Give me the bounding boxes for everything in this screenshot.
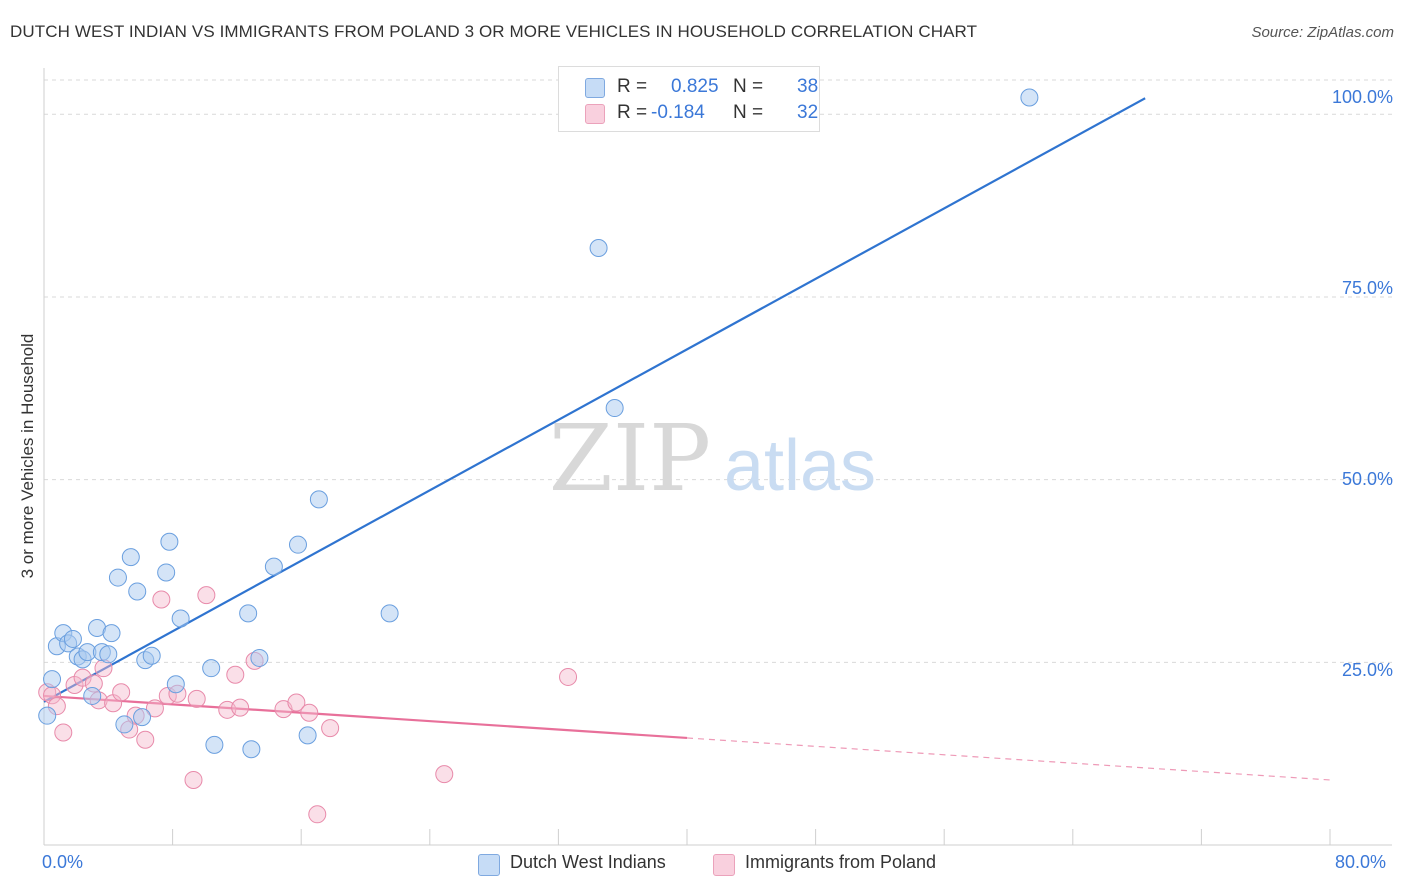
- data-point-dutch-west-indians: [121, 548, 140, 567]
- data-point-dutch-west-indians: [83, 686, 102, 705]
- legend-swatch-blue: [585, 78, 605, 98]
- data-point-dutch-west-indians: [133, 708, 152, 727]
- data-point-dutch-west-indians: [166, 675, 185, 694]
- data-point-immigrants-from-poland: [187, 689, 206, 708]
- watermark-atlas: atlas: [724, 426, 876, 506]
- data-point-immigrants-from-poland: [300, 703, 319, 722]
- data-point-dutch-west-indians: [38, 706, 57, 725]
- data-point-dutch-west-indians: [242, 740, 261, 759]
- data-point-immigrants-from-poland: [152, 590, 171, 609]
- series-dutch-west-indians: [38, 88, 1039, 759]
- data-point-dutch-west-indians: [160, 532, 179, 551]
- series-immigrants-from-poland: [38, 586, 578, 824]
- legend-swatch-pink: [585, 104, 605, 124]
- data-point-dutch-west-indians: [99, 645, 118, 664]
- data-point-immigrants-from-poland: [231, 698, 250, 717]
- source-credit: Source: ZipAtlas.com: [1251, 24, 1394, 41]
- legend-label: Immigrants from Poland: [745, 852, 937, 872]
- trend-line-immigrants-from-poland: [43, 694, 688, 740]
- chart-title: DUTCH WEST INDIAN VS IMMIGRANTS FROM POL…: [10, 22, 978, 41]
- data-point-dutch-west-indians: [108, 568, 127, 587]
- data-point-immigrants-from-poland: [435, 765, 454, 784]
- data-point-dutch-west-indians: [288, 535, 307, 554]
- data-point-dutch-west-indians: [43, 670, 62, 689]
- data-point-dutch-west-indians: [63, 629, 82, 648]
- data-point-dutch-west-indians: [1020, 88, 1039, 107]
- grid-lines: [44, 79, 1392, 663]
- data-point-dutch-west-indians: [589, 239, 608, 258]
- data-point-dutch-west-indians: [380, 604, 399, 623]
- data-point-immigrants-from-poland: [136, 730, 155, 749]
- axes: [43, 68, 1392, 846]
- data-point-dutch-west-indians: [264, 557, 283, 576]
- data-point-dutch-west-indians: [171, 609, 190, 628]
- n-value: 32: [797, 102, 819, 123]
- data-point-immigrants-from-poland: [73, 668, 92, 687]
- trend-line-immigrants-from-poland-extension: [686, 737, 1331, 781]
- y-tick-label: 25.0%: [1341, 660, 1393, 680]
- data-point-immigrants-from-poland: [145, 699, 164, 718]
- r-value: -0.184: [651, 102, 705, 123]
- data-point-dutch-west-indians: [239, 604, 258, 623]
- data-point-immigrants-from-poland: [112, 683, 131, 702]
- legend-label: Dutch West Indians: [510, 852, 666, 872]
- data-point-immigrants-from-poland: [197, 586, 216, 605]
- data-point-dutch-west-indians: [202, 659, 221, 678]
- legend-swatch-blue: [478, 854, 500, 876]
- x-tick-label-max: 80.0%: [1335, 852, 1387, 872]
- data-point-immigrants-from-poland: [54, 723, 73, 742]
- data-point-dutch-west-indians: [205, 735, 224, 754]
- r-label: R =: [617, 76, 648, 97]
- data-point-dutch-west-indians: [102, 624, 121, 643]
- data-point-dutch-west-indians: [605, 399, 624, 418]
- trend-lines: [43, 97, 1331, 781]
- legend-swatch-pink: [713, 854, 735, 876]
- n-label: N =: [733, 102, 764, 123]
- y-tick-label: 50.0%: [1341, 469, 1393, 489]
- r-value: 0.825: [671, 76, 719, 97]
- data-point-immigrants-from-poland: [184, 770, 203, 789]
- data-point-dutch-west-indians: [128, 582, 147, 601]
- n-value: 38: [797, 76, 819, 97]
- data-point-dutch-west-indians: [250, 648, 269, 667]
- data-point-dutch-west-indians: [142, 646, 161, 665]
- x-tick-label-min: 0.0%: [42, 852, 84, 872]
- y-tick-label: 100.0%: [1331, 87, 1393, 107]
- correlation-legend: R = 0.825 N = 38 R = -0.184 N = 32: [558, 66, 820, 132]
- data-point-dutch-west-indians: [309, 490, 328, 509]
- r-label: R =: [617, 102, 648, 123]
- watermark: ZIP atlas: [549, 405, 876, 512]
- data-point-immigrants-from-poland: [559, 667, 578, 686]
- data-point-immigrants-from-poland: [226, 665, 245, 684]
- n-label: N =: [733, 76, 764, 97]
- data-point-dutch-west-indians: [298, 726, 317, 745]
- data-point-immigrants-from-poland: [308, 805, 327, 824]
- data-point-dutch-west-indians: [115, 715, 134, 734]
- data-point-immigrants-from-poland: [287, 693, 306, 712]
- watermark-zip: ZIP: [549, 405, 711, 512]
- y-axis-label: 3 or more Vehicles in Household: [18, 333, 37, 579]
- y-tick-label: 75.0%: [1341, 278, 1393, 298]
- data-point-immigrants-from-poland: [321, 719, 340, 738]
- data-point-dutch-west-indians: [157, 563, 176, 582]
- trend-line-dutch-west-indians: [43, 97, 1146, 703]
